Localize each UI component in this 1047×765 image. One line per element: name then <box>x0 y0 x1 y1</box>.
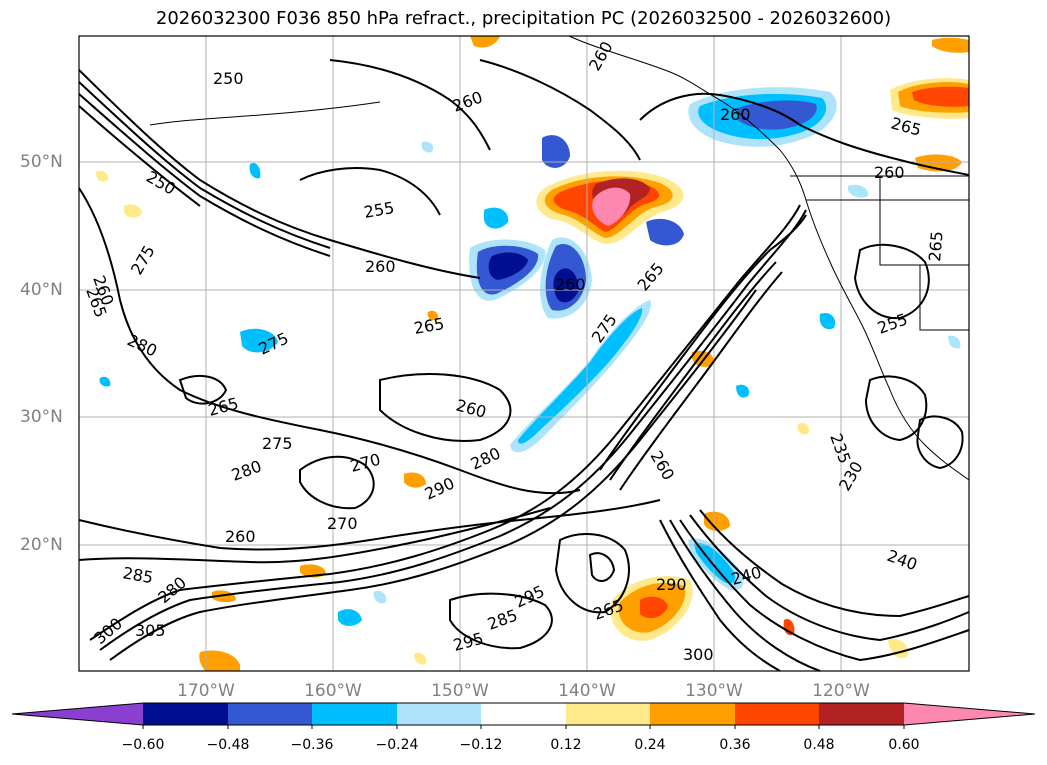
lon-label-120w: 120°W <box>812 681 870 701</box>
precip-shading <box>96 36 969 671</box>
negative-anomaly-patch <box>542 135 570 168</box>
colorbar-tick: −0.48 <box>206 737 250 753</box>
positive-anomaly-patch <box>932 37 969 53</box>
small-anomaly-patch <box>421 141 434 153</box>
positive-anomaly-patch <box>912 86 969 107</box>
lat-label-20n: 20°N <box>20 535 63 555</box>
contour-label: 290 <box>656 575 687 594</box>
colorbar-tick: 0.48 <box>803 737 835 753</box>
negative-anomaly-patch <box>646 218 684 246</box>
contour-label: 275 <box>262 434 293 453</box>
map-frame <box>78 35 970 672</box>
colorbar-segment <box>397 703 481 725</box>
contour-label: 300 <box>683 645 714 664</box>
small-anomaly-patch <box>736 384 750 398</box>
lon-label-160w: 160°W <box>304 681 362 701</box>
positive-anomaly-patch <box>470 36 500 48</box>
colorbar-tick: −0.60 <box>121 737 165 753</box>
contour-label: 260 <box>874 163 905 182</box>
small-anomaly-patch <box>124 204 142 218</box>
colorbar-tick: 0.60 <box>888 737 920 753</box>
small-anomaly-patch <box>240 328 278 353</box>
small-anomaly-patch <box>948 335 961 349</box>
colorbar-max-arrow <box>904 703 1035 725</box>
positive-anomaly-patch <box>592 187 631 226</box>
contour-label: 260 <box>225 527 256 546</box>
small-anomaly-patch <box>404 472 426 488</box>
positive-anomaly-patch <box>640 596 668 619</box>
lat-label-50n: 50°N <box>20 152 63 172</box>
small-anomaly-patch <box>212 590 236 603</box>
small-anomaly-patch <box>414 652 427 665</box>
colorbar <box>11 702 1036 729</box>
map-title: 2026032300 F036 850 hPa refract., precip… <box>155 8 892 29</box>
colorbar-segment <box>819 703 904 725</box>
contour-label: 260 <box>555 275 586 294</box>
colorbar-segment <box>481 703 566 725</box>
small-anomaly-patch <box>373 590 387 604</box>
small-anomaly-patch <box>819 312 836 330</box>
colorbar-segment <box>143 703 228 725</box>
colorbar-segment <box>735 703 819 725</box>
small-anomaly-patch <box>199 650 240 671</box>
negative-anomaly-patch <box>553 268 579 303</box>
refractivity-contours <box>78 59 970 672</box>
coastlines <box>149 35 970 481</box>
small-anomaly-patch <box>99 376 111 387</box>
negative-anomaly-patch <box>488 252 528 280</box>
contour-label: 305 <box>135 621 166 640</box>
lon-label-130w: 130°W <box>685 681 743 701</box>
lon-label-170w: 170°W <box>177 681 235 701</box>
colorbar-tick: 0.12 <box>550 737 582 753</box>
colorbar-tick: −0.36 <box>290 737 334 753</box>
colorbar-tick: −0.12 <box>459 737 503 753</box>
colorbar-segment <box>228 703 312 725</box>
small-anomaly-patch <box>249 162 261 179</box>
negative-anomaly-patch <box>484 207 509 229</box>
small-anomaly-patch <box>797 422 810 435</box>
colorbar-tick: 0.36 <box>719 737 751 753</box>
colorbar-min-arrow <box>12 703 143 725</box>
small-anomaly-patch <box>96 170 109 182</box>
lat-label-30n: 30°N <box>20 407 63 427</box>
lon-label-150w: 150°W <box>431 681 489 701</box>
small-anomaly-patch <box>848 184 869 198</box>
lon-label-140w: 140°W <box>558 681 616 701</box>
colorbar-segment <box>566 703 650 725</box>
contour-label: 260 <box>365 257 396 276</box>
colorbar-tick: −0.24 <box>375 737 419 753</box>
small-anomaly-patch <box>427 310 439 321</box>
colorbar-segment <box>650 703 735 725</box>
contour-label: 270 <box>327 514 358 533</box>
small-anomaly-patch <box>338 609 362 626</box>
small-anomaly-patch <box>704 511 730 532</box>
colorbar-tick: 0.24 <box>634 737 666 753</box>
contour-label: 250 <box>213 69 244 88</box>
map-plot-area <box>79 36 969 671</box>
contour-label: 265 <box>925 230 947 262</box>
contour-label: 260 <box>720 105 751 124</box>
negative-anomaly-patch <box>518 308 643 444</box>
colorbar-segment <box>312 703 397 725</box>
lat-label-40n: 40°N <box>20 280 63 300</box>
